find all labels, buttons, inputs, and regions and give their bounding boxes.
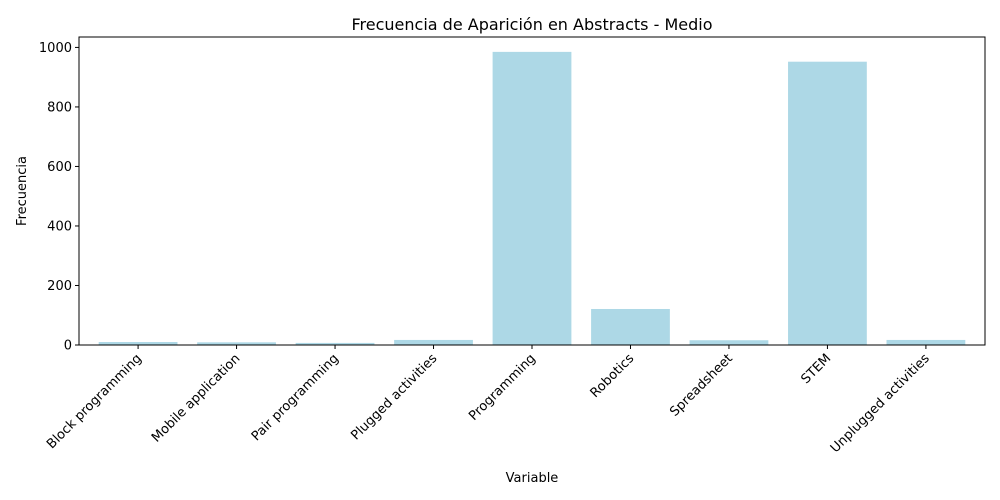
y-tick-label: 600 bbox=[47, 160, 72, 175]
bar bbox=[886, 339, 966, 345]
bar bbox=[295, 342, 375, 345]
x-axis-label: Variable bbox=[506, 471, 559, 486]
x-tick-label: Spreadsheet bbox=[667, 351, 736, 420]
bar bbox=[591, 308, 670, 345]
y-axis-ticks: 0 200 400 600 800 1000 bbox=[39, 41, 79, 354]
y-tick-label: 800 bbox=[47, 100, 72, 115]
bars-group bbox=[98, 51, 966, 345]
bar bbox=[98, 342, 178, 345]
x-tick-label: Block programming bbox=[44, 351, 145, 452]
x-tick-label: Mobile application bbox=[149, 351, 243, 445]
bar bbox=[394, 339, 473, 345]
bar bbox=[788, 61, 867, 345]
plot-frame bbox=[78, 36, 986, 346]
x-tick-label: Robotics bbox=[588, 351, 638, 401]
bar bbox=[492, 51, 572, 345]
y-tick-label: 200 bbox=[47, 279, 72, 294]
chart-title: Frecuencia de Aparición en Abstracts - M… bbox=[352, 15, 713, 34]
x-tick-label: Unplugged activities bbox=[828, 351, 933, 456]
bar bbox=[197, 342, 276, 345]
x-tick-label: Plugged activities bbox=[348, 351, 440, 443]
y-axis-label: Frecuencia bbox=[15, 156, 30, 226]
x-tick-label: Programming bbox=[466, 351, 539, 424]
y-tick-label: 0 bbox=[64, 339, 72, 354]
x-tick-label: STEM bbox=[798, 351, 834, 387]
y-tick-label: 1000 bbox=[39, 41, 72, 56]
y-tick-label: 400 bbox=[47, 219, 72, 234]
bar bbox=[689, 340, 769, 345]
x-tick-label: Pair programming bbox=[249, 351, 342, 444]
x-axis-ticks: Block programming Mobile application Pair … bbox=[44, 345, 933, 456]
